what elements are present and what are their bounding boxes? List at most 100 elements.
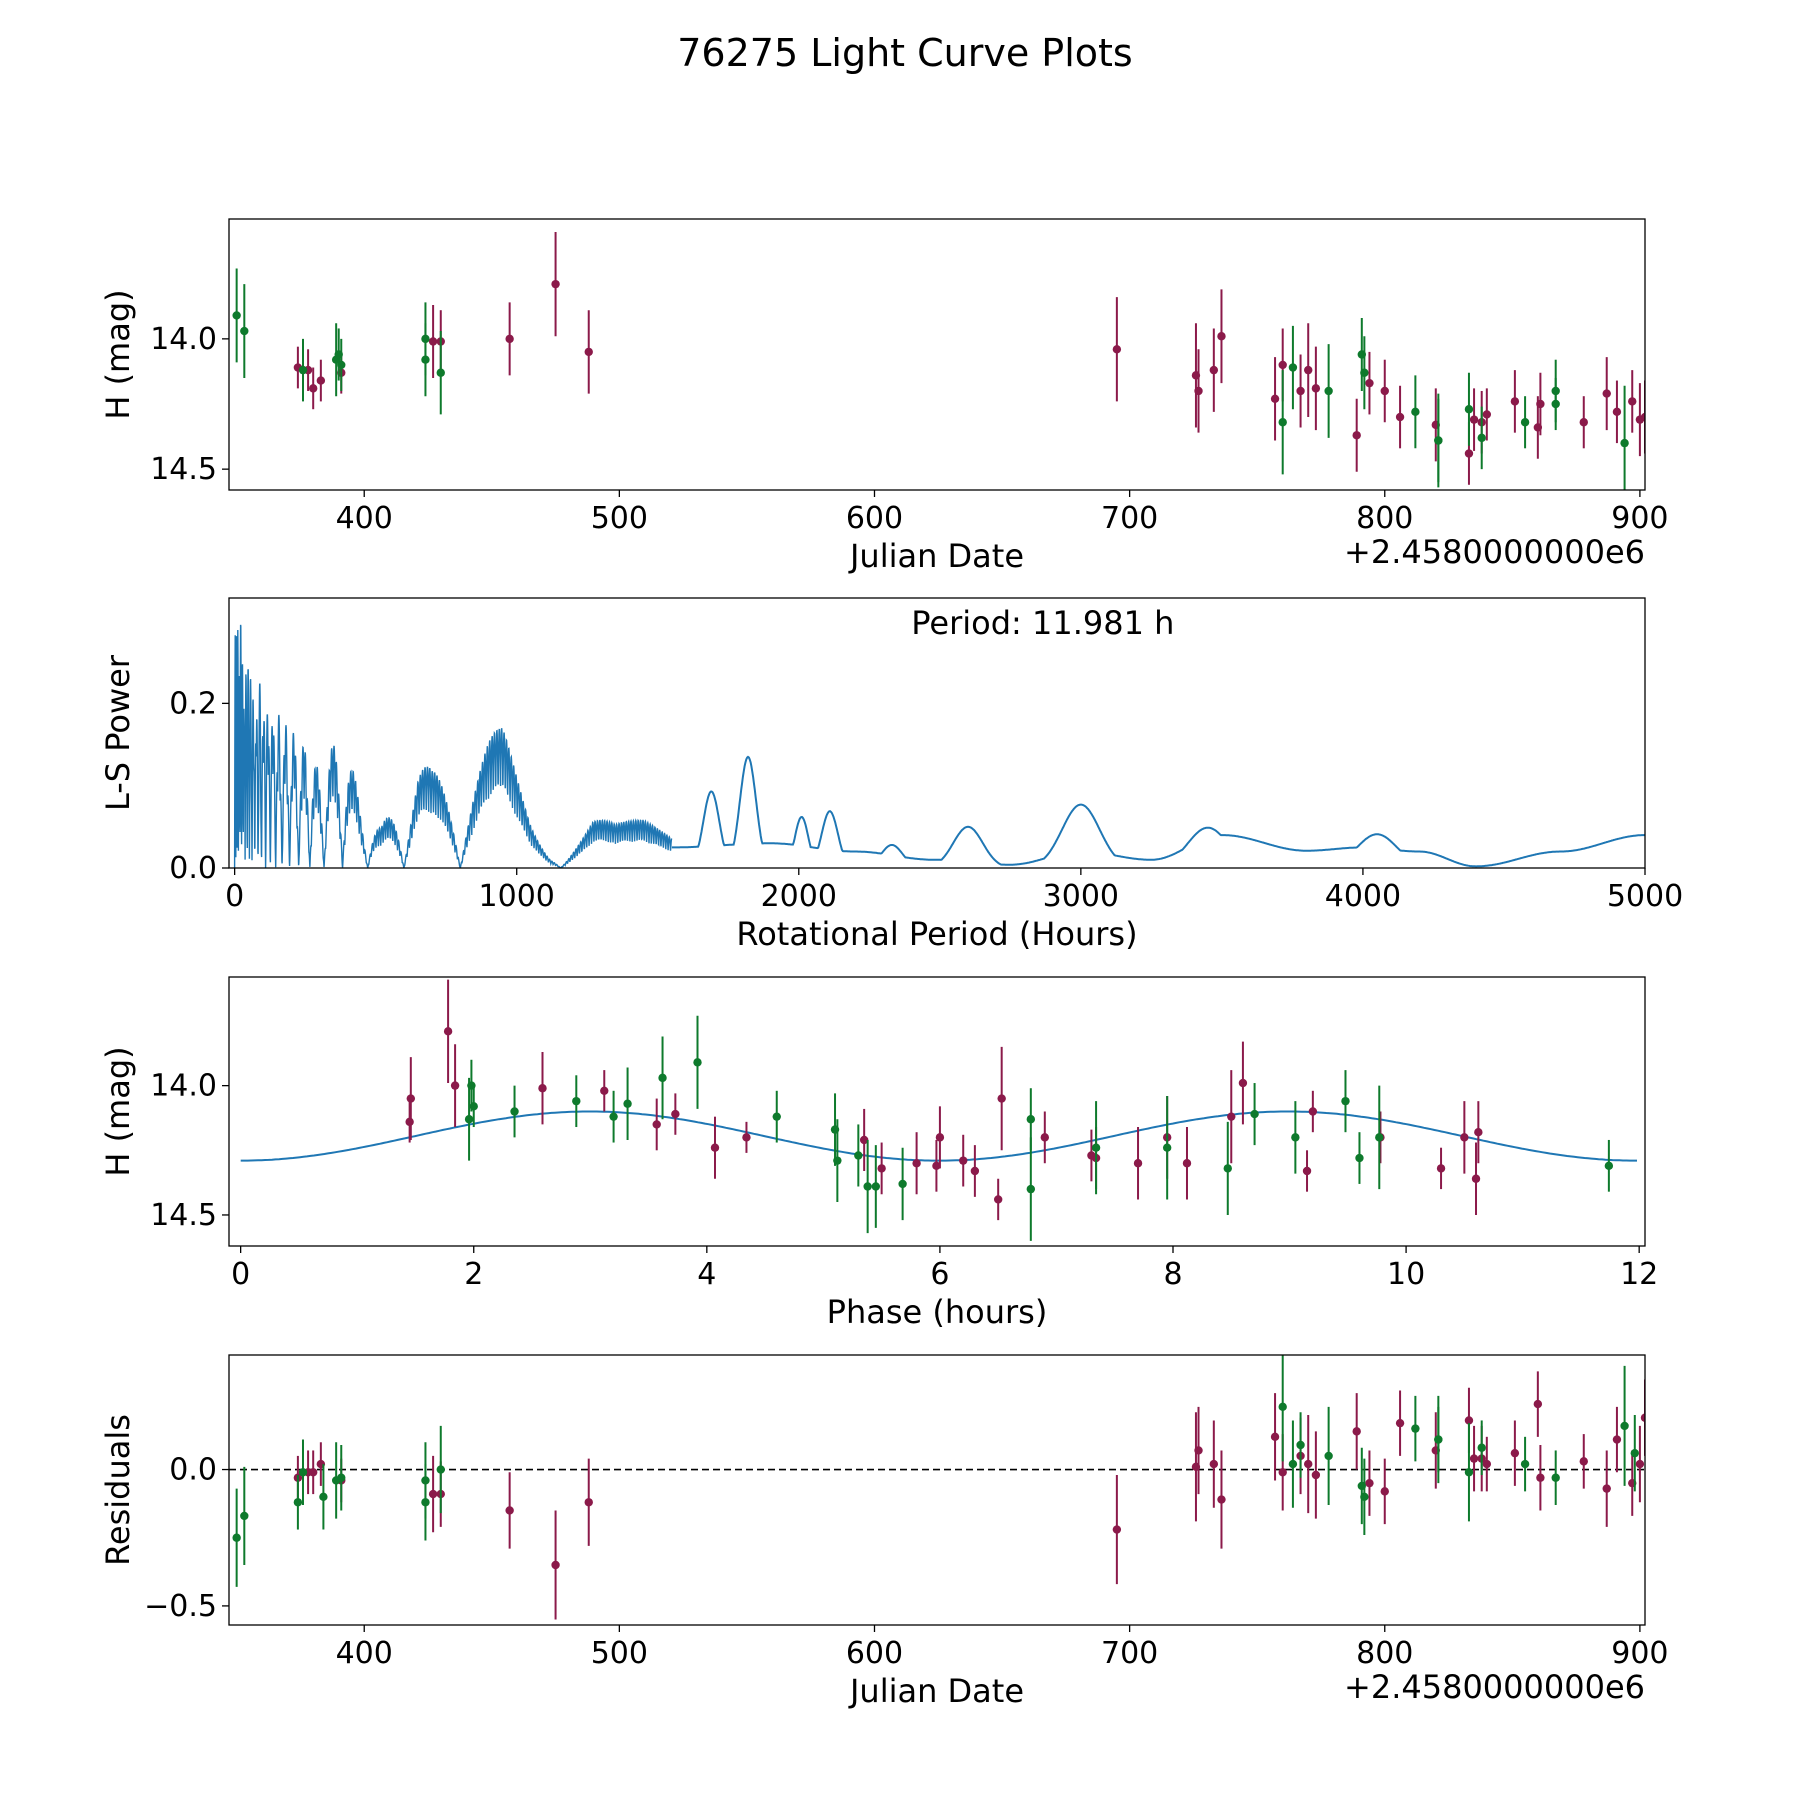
y-tick-label: 14.5 (150, 1198, 217, 1233)
data-point (863, 1182, 872, 1191)
data-point (1536, 399, 1545, 409)
data-point (1536, 1473, 1545, 1482)
data-point (772, 1112, 781, 1121)
data-point (1324, 386, 1333, 396)
data-point (1302, 1166, 1312, 1176)
data-point (1288, 1459, 1298, 1469)
data-point (298, 1468, 308, 1477)
data-point (1040, 1133, 1050, 1142)
data-point (1270, 394, 1280, 403)
x-tick-label: 4000 (1325, 879, 1401, 914)
x-tick-label: 700 (1101, 501, 1158, 536)
data-point (1341, 1096, 1350, 1106)
data-point (538, 1084, 547, 1093)
data-point (1469, 1454, 1479, 1463)
x-axis-label: Phase (hours) (827, 1293, 1048, 1331)
data-point (1194, 386, 1203, 396)
data-point (1612, 407, 1622, 417)
data-point (450, 1081, 460, 1090)
data-point (671, 1109, 680, 1119)
x-tick-label: 5000 (1607, 879, 1683, 914)
x-tick-label: 500 (591, 1636, 648, 1671)
residuals-plot-area (229, 1355, 1645, 1620)
y-tick-label: 14.0 (150, 322, 217, 357)
data-point (1551, 1473, 1560, 1482)
x-tick-label: 0 (231, 1257, 250, 1292)
y-axis-label: H (mag) (99, 1046, 137, 1176)
data-point (1612, 1435, 1622, 1444)
phased-curve-panel: 0 2 4 6 8 10 12 14.5 14.0 Phase (hours) H (mag) (99, 976, 1658, 1331)
data-point (600, 1086, 609, 1096)
data-point (1411, 1424, 1420, 1433)
periodogram-line (671, 755, 1645, 868)
data-point (1520, 1459, 1530, 1469)
data-point (1291, 1133, 1300, 1142)
y-axis-label: L-S Power (99, 654, 137, 811)
data-point (1520, 418, 1530, 427)
data-point (1296, 386, 1305, 396)
data-point (1227, 1112, 1236, 1121)
data-point (428, 337, 438, 346)
residuals-panel: 400 500 600 700 800 900 0.0 −0.5 Julian Date Resi… (99, 1354, 1669, 1710)
data-point (1477, 433, 1486, 443)
data-point (406, 1094, 416, 1103)
data-point (1352, 431, 1361, 440)
data-point (1620, 1421, 1629, 1431)
data-point (1464, 449, 1474, 458)
data-point (337, 1473, 346, 1482)
data-point (1352, 1427, 1361, 1436)
data-point (572, 1096, 581, 1106)
data-point (1288, 363, 1298, 372)
data-point (308, 384, 318, 393)
data-point (854, 1151, 863, 1160)
data-point (1375, 1133, 1384, 1142)
data-point (1270, 1432, 1280, 1442)
data-point (551, 279, 560, 289)
light-curve-frame (228, 218, 1646, 491)
data-point (652, 1120, 661, 1129)
data-point (1209, 365, 1219, 375)
x-tick-label: 700 (1101, 1636, 1158, 1671)
data-point (1311, 384, 1321, 393)
data-point (584, 1498, 593, 1507)
periodogram-frame (228, 597, 1646, 869)
x-tick-label: 2 (464, 1257, 483, 1292)
phased-curve-filter-a-series (405, 979, 1483, 1221)
data-point (1602, 389, 1611, 398)
data-point (240, 1511, 249, 1521)
data-point (1551, 386, 1560, 396)
x-tick-label: 4 (697, 1257, 716, 1292)
x-tick-label: 1000 (479, 879, 555, 914)
data-point (1026, 1115, 1036, 1124)
data-point (1635, 1459, 1645, 1469)
data-point (1469, 415, 1479, 424)
data-point (1434, 1435, 1443, 1444)
x-tick-label: 600 (846, 1636, 903, 1671)
data-point (1112, 1525, 1122, 1534)
data-point (1510, 397, 1520, 406)
data-point (1604, 1161, 1614, 1171)
figure-title: 76275 Light Curve Plots (677, 31, 1132, 75)
data-point (1112, 345, 1122, 354)
data-point (1223, 1164, 1232, 1173)
data-point (1250, 1109, 1259, 1119)
data-point (932, 1161, 941, 1171)
data-point (1087, 1151, 1096, 1160)
data-point (959, 1156, 968, 1165)
data-point (1464, 1416, 1474, 1425)
x-offset-label: +2.4580000000e6 (1344, 533, 1645, 571)
data-point (1308, 1107, 1318, 1116)
phased-curve-plot-area (240, 979, 1637, 1241)
data-point (240, 326, 249, 336)
data-point (1395, 1418, 1405, 1428)
data-point (742, 1133, 751, 1142)
data-point (871, 1182, 881, 1191)
data-point (510, 1107, 519, 1116)
data-point (898, 1179, 907, 1189)
data-point (1620, 438, 1629, 448)
data-point (1311, 1470, 1321, 1480)
x-tick-label: 400 (336, 501, 393, 536)
data-point (1482, 1459, 1492, 1469)
data-point (693, 1058, 702, 1067)
